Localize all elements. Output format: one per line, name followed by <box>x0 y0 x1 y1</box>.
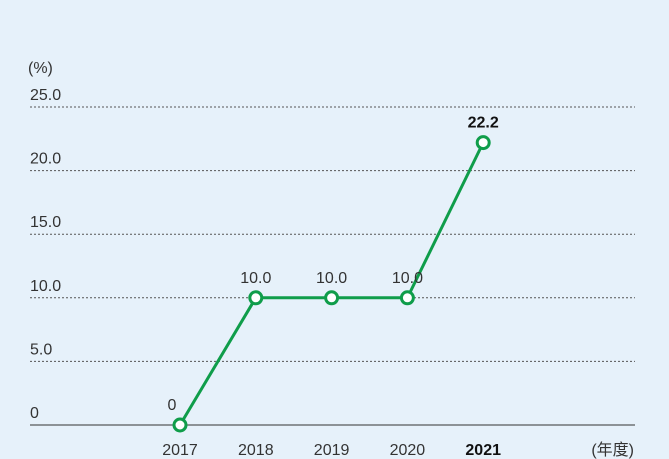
x-axis-label: (年度) <box>591 441 634 459</box>
data-label: 10.0 <box>240 270 271 287</box>
y-tick-label: 15.0 <box>30 214 61 231</box>
x-tick-label: 2020 <box>390 442 426 459</box>
point <box>248 290 264 306</box>
x-tick-label: 2018 <box>238 442 274 459</box>
data-label: 0 <box>168 397 177 414</box>
y-tick-label: 5.0 <box>30 341 52 358</box>
data-label: 22.2 <box>468 115 499 132</box>
y-tick-label: 25.0 <box>30 87 61 104</box>
point <box>172 417 188 433</box>
data-label: 10.0 <box>316 270 347 287</box>
x-tick-label: 2019 <box>314 442 350 459</box>
y-tick-label: 10.0 <box>30 278 61 295</box>
point <box>475 135 491 151</box>
y-tick-label: 20.0 <box>30 151 61 168</box>
x-tick-label: 2021 <box>465 442 501 459</box>
data-label: 10.0 <box>392 270 423 287</box>
x-tick-label: 2017 <box>162 442 198 459</box>
point <box>324 290 340 306</box>
y-tick-label: 0 <box>30 405 39 422</box>
point <box>399 290 415 306</box>
y-axis-label: (%) <box>28 60 53 77</box>
